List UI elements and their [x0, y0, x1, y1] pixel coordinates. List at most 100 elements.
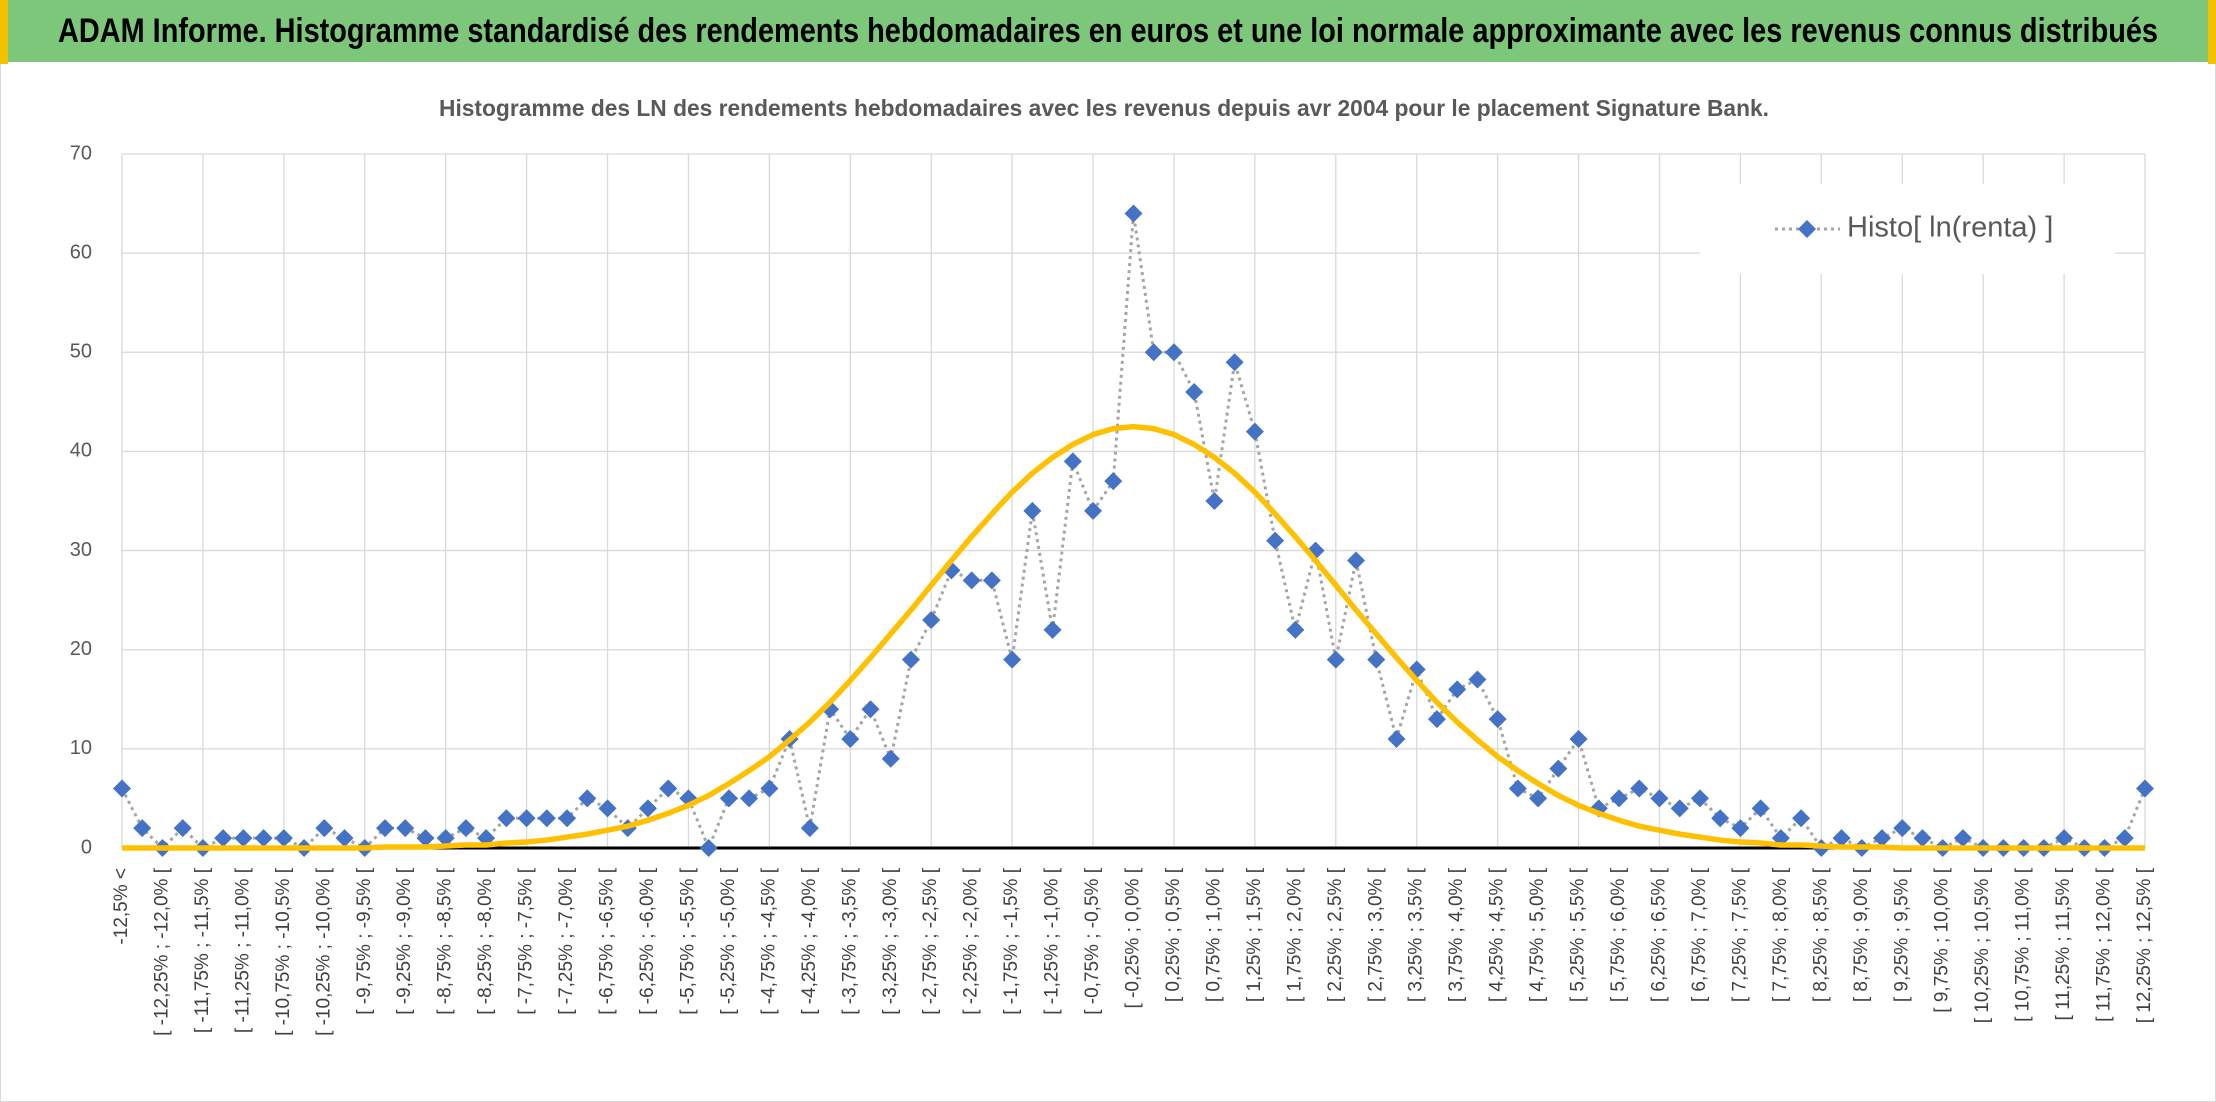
- point-marker: [1084, 501, 1103, 520]
- y-tick-label: 40: [70, 440, 92, 462]
- y-tick-label: 10: [70, 737, 92, 759]
- point-marker: [1286, 620, 1305, 639]
- point-marker: [1124, 204, 1143, 223]
- point-marker: [598, 799, 617, 818]
- point-marker: [1913, 829, 1932, 848]
- point-marker: [1792, 809, 1811, 828]
- point-marker: [335, 829, 354, 848]
- x-tick-label: [ 0,75% ; 1,0% [: [1203, 867, 1224, 1002]
- x-tick-label: [ -11,75% ; -11,5% [: [192, 867, 213, 1033]
- header-bar: [0, 0, 2216, 62]
- x-tick-label: [ 5,25% ; 5,5% [: [1568, 867, 1589, 1002]
- x-tick-label: [ 5,75% ; 6,0% [: [1608, 867, 1629, 1002]
- point-marker: [537, 809, 556, 828]
- point-marker: [901, 650, 920, 669]
- x-tick-label: [ -11,25% ; -11,0% [: [232, 867, 253, 1033]
- point-marker: [558, 809, 577, 828]
- point-marker: [1043, 620, 1062, 639]
- point-marker: [1569, 729, 1588, 748]
- header-title: ADAM Informe. Histogramme standardisé de…: [58, 12, 2158, 50]
- point-marker: [1832, 829, 1851, 848]
- point-marker: [1448, 680, 1467, 699]
- point-marker: [740, 789, 759, 808]
- point-marker: [982, 571, 1001, 590]
- point-marker: [1751, 799, 1770, 818]
- y-tick-label: 30: [70, 539, 92, 561]
- x-tick-label: [ 4,25% ; 4,5% [: [1487, 867, 1508, 1002]
- point-marker: [497, 809, 516, 828]
- point-marker: [1650, 789, 1669, 808]
- point-marker: [1387, 729, 1406, 748]
- x-tick-label: [ 7,75% ; 8,0% [: [1770, 867, 1791, 1002]
- point-marker: [375, 819, 394, 838]
- x-tick-label: [ 1,25% ; 1,5% [: [1244, 867, 1265, 1002]
- point-marker: [638, 799, 657, 818]
- y-tick-label: 60: [70, 241, 92, 263]
- x-tick-label: [ 2,25% ; 2,5% [: [1325, 867, 1346, 1002]
- x-tick-label: [ 4,75% ; 5,0% [: [1527, 867, 1548, 1002]
- point-marker: [1326, 650, 1345, 669]
- point-marker: [274, 829, 293, 848]
- header-edge: [0, 0, 8, 64]
- point-marker: [1225, 353, 1244, 372]
- y-tick-label: 20: [70, 638, 92, 660]
- point-marker: [719, 789, 738, 808]
- x-tick-label: [ 10,75% ; 11,0% [: [2013, 867, 2034, 1022]
- x-tick-label: [ 6,75% ; 7,0% [: [1689, 867, 1710, 1002]
- point-marker: [1488, 710, 1507, 729]
- x-tick-label: [ -12,25% ; -12,0% [: [151, 867, 172, 1036]
- point-marker: [1266, 531, 1285, 550]
- point-marker: [881, 749, 900, 768]
- point-marker: [1690, 789, 1709, 808]
- point-marker: [1063, 452, 1082, 471]
- point-marker: [699, 839, 718, 857]
- point-marker: [1003, 650, 1022, 669]
- x-tick-label: [ 8,75% ; 9,0% [: [1851, 867, 1872, 1002]
- x-tick-label: [ -10,25% ; -10,0% [: [313, 867, 334, 1036]
- x-tick-label: [ -7,25% ; -7,0% [: [556, 867, 577, 1015]
- x-tick-label: [ 11,25% ; 11,5% [: [2053, 867, 2074, 1020]
- x-tick-label: [ 2,75% ; 3,0% [: [1365, 867, 1386, 1002]
- point-marker: [1711, 809, 1730, 828]
- point-marker: [1427, 710, 1446, 729]
- point-marker: [861, 700, 880, 719]
- point-marker: [1023, 501, 1042, 520]
- x-tick-label: [ 7,25% ; 7,5% [: [1729, 867, 1750, 1002]
- x-tick-label: [ -8,75% ; -8,5% [: [435, 867, 456, 1015]
- x-tick-label: [ 3,25% ; 3,5% [: [1406, 867, 1427, 1002]
- x-tick-label: [ 1,75% ; 2,0% [: [1284, 867, 1305, 1002]
- y-tick-label: 70: [70, 142, 92, 164]
- point-marker: [1549, 759, 1568, 778]
- point-marker: [760, 779, 779, 798]
- point-marker: [1205, 492, 1224, 510]
- x-tick-label: [ -6,25% ; -6,0% [: [637, 867, 658, 1015]
- x-tick-label: -12,5% <: [111, 868, 132, 945]
- point-marker: [1144, 343, 1163, 362]
- point-marker: [1347, 551, 1366, 570]
- point-marker: [1245, 422, 1264, 441]
- point-marker: [1670, 799, 1689, 818]
- chart-title: Histogramme des LN des rendements hebdom…: [439, 95, 1769, 121]
- x-tick-label: [ -9,25% ; -9,0% [: [394, 867, 415, 1015]
- point-marker: [133, 819, 152, 838]
- point-marker: [416, 829, 435, 848]
- header-edge: [2208, 0, 2216, 64]
- x-tick-label: [ -6,75% ; -6,5% [: [597, 867, 618, 1015]
- x-tick-label: [ 9,75% ; 10,0% [: [1932, 867, 1953, 1012]
- point-marker: [1529, 789, 1548, 808]
- x-tick-label: [ 0,25% ; 0,5% [: [1163, 867, 1184, 1002]
- point-marker: [456, 819, 475, 838]
- x-tick-label: [ -10,75% ; -10,5% [: [273, 867, 294, 1036]
- point-marker: [1508, 779, 1527, 798]
- point-marker: [800, 819, 819, 838]
- point-marker: [436, 829, 455, 848]
- legend-marker: [1798, 220, 1816, 238]
- point-marker: [1630, 779, 1649, 798]
- x-tick-label: [ -4,75% ; -4,5% [: [758, 867, 779, 1015]
- x-tick-label: [ -3,75% ; -3,5% [: [839, 867, 860, 1015]
- point-marker: [234, 829, 253, 848]
- point-marker: [1873, 829, 1892, 848]
- series-line: [120, 213, 2147, 852]
